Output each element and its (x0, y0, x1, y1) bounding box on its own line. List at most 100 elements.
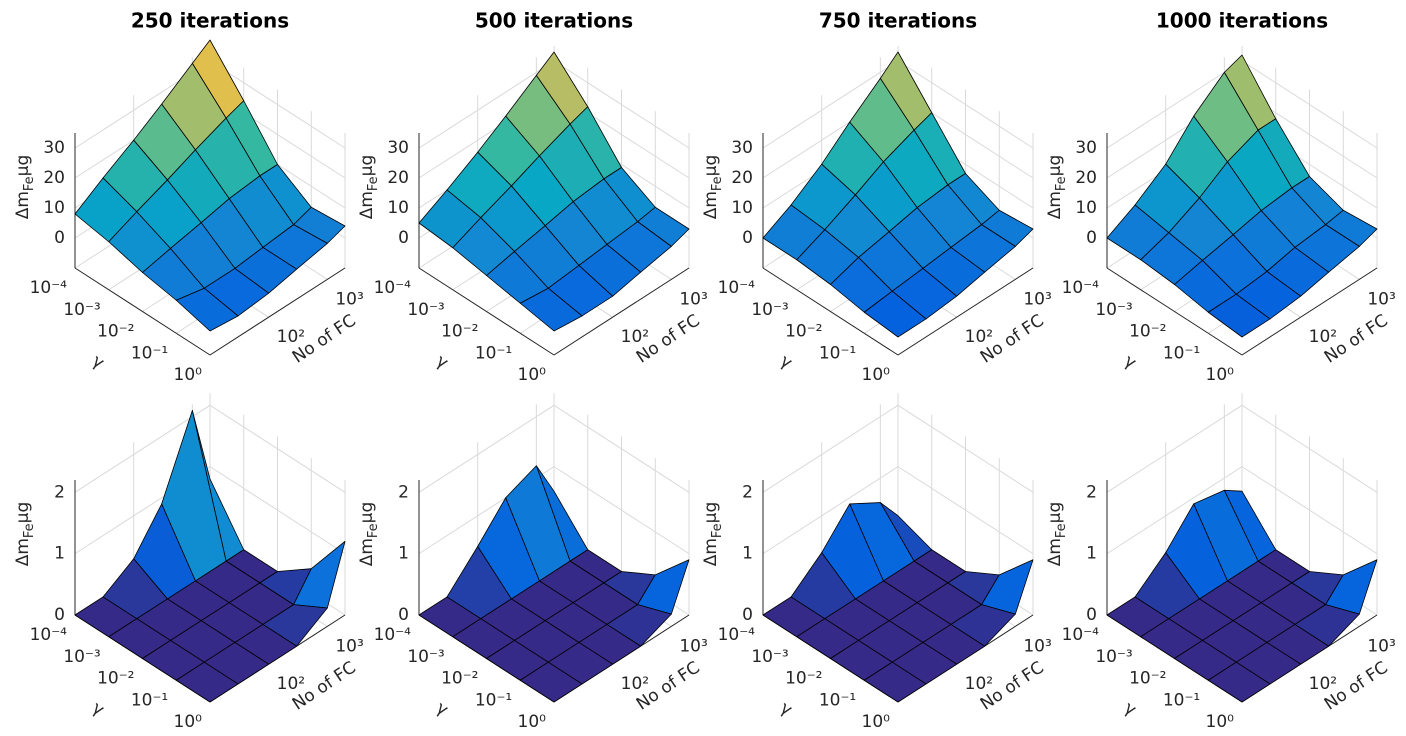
x-tick-label: 10³ (679, 289, 707, 309)
z-tick-label: 1 (398, 544, 409, 564)
x-tick-label: 10² (277, 674, 305, 694)
x-tick-label: 10² (621, 674, 649, 694)
z-tick-label: 10 (1075, 198, 1097, 218)
surface-patch (863, 290, 927, 338)
grid-line (762, 404, 899, 493)
z-label-unit: μg (701, 502, 721, 524)
z-tick-label: 30 (731, 138, 753, 158)
surface-patch (519, 287, 583, 332)
z-tick-label: 0 (54, 228, 65, 248)
y-tick-label: 10⁻² (441, 322, 478, 342)
y-tick-label: 10⁻¹ (131, 690, 168, 710)
z-tick-label: 20 (43, 168, 65, 188)
z-label-unit: μg (701, 155, 721, 177)
z-label-unit: μg (357, 502, 377, 524)
z-axis-label: ΔmFeμg (357, 155, 381, 220)
x-tick-label: 10³ (1367, 636, 1395, 656)
z-label-sub: Fe (710, 523, 725, 538)
z-tick-label: 10 (43, 198, 65, 218)
y-axis-label: γ (776, 351, 796, 373)
x-tick-label: 10² (621, 327, 649, 347)
y-tick-label: 10⁻¹ (475, 690, 512, 710)
y-tick-label: 10⁻³ (1095, 647, 1132, 667)
x-tick-label: 10² (1309, 674, 1337, 694)
z-label-sub: Fe (710, 176, 725, 191)
z-label-sub: Fe (1054, 523, 1069, 538)
z-axis-label: ΔmFeμg (1045, 155, 1069, 220)
y-axis-label: γ (1120, 351, 1140, 373)
z-tick-label: 0 (398, 228, 409, 248)
surface-patch (1207, 293, 1271, 338)
z-tick-label: 20 (1075, 168, 1097, 188)
z-label-symbol: Δm (1045, 538, 1065, 566)
y-tick-label: 10⁻⁴ (1062, 278, 1100, 298)
x-tick-label: 10² (277, 327, 305, 347)
y-axis-label: γ (776, 698, 796, 720)
y-tick-label: 10⁻⁴ (374, 278, 412, 298)
z-label-unit: μg (1045, 155, 1065, 177)
y-tick-label: 10⁻³ (751, 647, 788, 667)
surface-patch (175, 287, 239, 332)
y-tick-label: 10⁻¹ (1163, 690, 1200, 710)
y-tick-label: 10⁰ (174, 365, 203, 385)
panel-title: 250 iterations (131, 9, 289, 33)
z-axis-label: ΔmFeμg (1045, 502, 1069, 567)
axis-line (74, 267, 211, 356)
z-label-sub: Fe (366, 176, 381, 191)
y-tick-label: 10⁻³ (63, 647, 100, 667)
y-axis-label: γ (432, 351, 452, 373)
z-label-symbol: Δm (1045, 191, 1065, 219)
z-tick-label: 0 (398, 605, 409, 625)
y-tick-label: 10⁻¹ (475, 343, 512, 363)
y-tick-label: 10⁻³ (63, 300, 100, 320)
z-label-symbol: Δm (357, 538, 377, 566)
z-label-sub: Fe (22, 176, 37, 191)
x-tick-label: 10² (1309, 327, 1337, 347)
z-axis-label: ΔmFeμg (13, 155, 37, 220)
x-tick-label: 10³ (335, 636, 363, 656)
y-tick-label: 10⁰ (518, 712, 547, 732)
y-axis-label: γ (88, 698, 108, 720)
z-tick-label: 30 (1075, 138, 1097, 158)
grid-line (1106, 466, 1243, 555)
y-tick-label: 10⁰ (862, 712, 891, 732)
z-label-unit: μg (13, 155, 33, 177)
panel-title: 1000 iterations (1156, 9, 1328, 33)
grid-line (74, 404, 211, 493)
y-tick-label: 10⁻⁴ (718, 625, 756, 645)
x-tick-label: 10² (965, 674, 993, 694)
axis-line (553, 267, 690, 356)
y-tick-label: 10⁻³ (751, 300, 788, 320)
z-tick-label: 20 (731, 168, 753, 188)
x-tick-label: 10² (965, 327, 993, 347)
y-tick-label: 10⁰ (862, 365, 891, 385)
z-label-symbol: Δm (13, 538, 33, 566)
y-tick-label: 10⁻⁴ (718, 278, 756, 298)
grid-line (762, 60, 899, 149)
y-axis-label: γ (432, 698, 452, 720)
z-axis-label: ΔmFeμg (13, 502, 37, 567)
z-tick-label: 10 (731, 198, 753, 218)
y-tick-label: 10⁻¹ (131, 343, 168, 363)
y-tick-label: 10⁻² (97, 669, 134, 689)
surface-patch (863, 661, 927, 703)
y-tick-label: 10⁰ (518, 365, 547, 385)
z-tick-label: 30 (387, 138, 409, 158)
y-axis-label: γ (88, 351, 108, 373)
panel-title: 750 iterations (819, 9, 977, 33)
z-label-sub: Fe (1054, 176, 1069, 191)
axis-line (1241, 267, 1378, 356)
y-tick-label: 10⁻² (1129, 322, 1166, 342)
z-label-sub: Fe (366, 523, 381, 538)
z-tick-label: 0 (54, 605, 65, 625)
z-tick-label: 1 (742, 544, 753, 564)
grid-line (418, 404, 555, 493)
z-axis-label: ΔmFeμg (701, 502, 725, 567)
y-tick-label: 10⁻³ (407, 647, 444, 667)
y-tick-label: 10⁻³ (407, 300, 444, 320)
x-tick-label: 10³ (679, 636, 707, 656)
z-tick-label: 2 (742, 482, 753, 502)
y-tick-label: 10⁻² (785, 669, 822, 689)
